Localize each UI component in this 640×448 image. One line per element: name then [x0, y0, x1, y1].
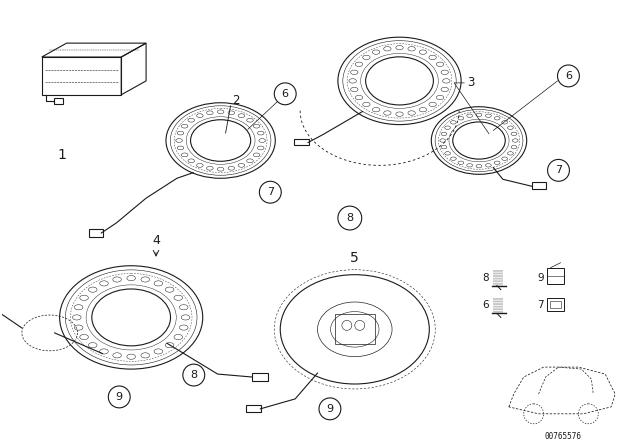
Bar: [547, 297, 564, 311]
Text: 9: 9: [326, 404, 333, 414]
Text: 7: 7: [537, 301, 543, 310]
Text: 6: 6: [483, 301, 489, 310]
Text: 6: 6: [282, 89, 289, 99]
Bar: [246, 405, 261, 412]
Text: 3: 3: [467, 76, 474, 90]
Text: 4: 4: [152, 234, 160, 247]
Text: 5: 5: [351, 251, 359, 265]
Text: 8: 8: [346, 213, 353, 223]
Text: 8: 8: [190, 370, 197, 380]
Text: 2: 2: [232, 94, 239, 107]
Text: 9: 9: [116, 392, 123, 402]
Text: 6: 6: [565, 71, 572, 81]
Bar: [335, 314, 374, 344]
Bar: [54, 98, 63, 104]
Bar: [547, 268, 564, 284]
Bar: [252, 373, 268, 381]
Text: 00765576: 00765576: [545, 432, 582, 441]
Text: 9: 9: [537, 273, 543, 283]
Text: 8: 8: [483, 273, 489, 283]
Bar: [294, 138, 309, 146]
Bar: [532, 182, 545, 189]
Text: 7: 7: [267, 187, 274, 197]
Bar: [550, 301, 561, 309]
Bar: [90, 229, 103, 237]
Text: 1: 1: [57, 148, 66, 163]
Text: 7: 7: [555, 165, 562, 175]
